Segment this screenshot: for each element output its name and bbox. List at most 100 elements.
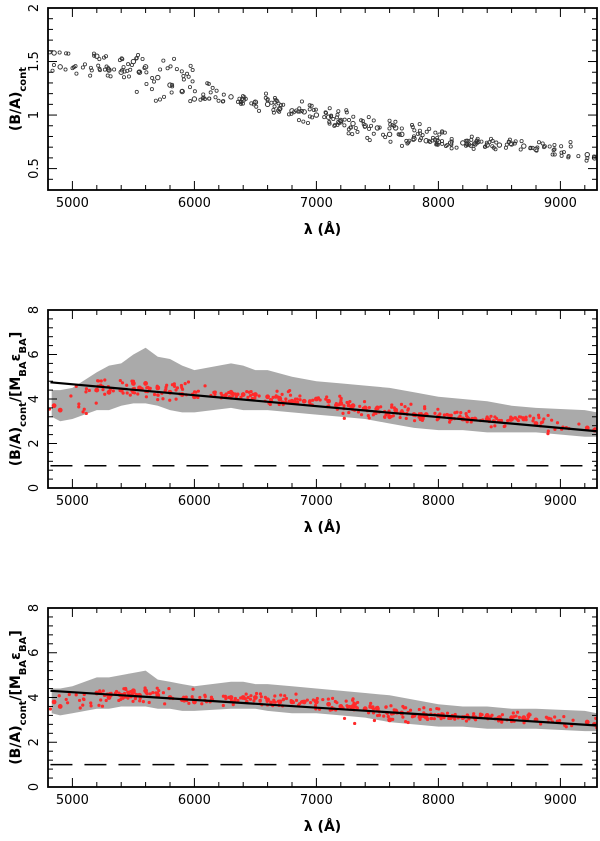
data-point-texture [356, 700, 360, 705]
data-point-texture [101, 388, 105, 392]
data-point-texture [246, 395, 250, 399]
data-point-texture [187, 85, 192, 90]
data-point-texture [396, 132, 401, 137]
data-point-texture [236, 698, 240, 703]
data-point [143, 688, 149, 694]
data-point-texture [185, 71, 190, 76]
x-tick-label: 9000 [544, 196, 577, 211]
data-point-texture [433, 130, 438, 135]
data-point-texture [161, 397, 165, 401]
data-point [374, 125, 381, 131]
data-point-texture [418, 131, 423, 136]
data-point-texture [281, 102, 286, 107]
data-point-texture [259, 695, 263, 699]
data-point [338, 401, 344, 406]
data-point-texture [57, 694, 61, 698]
data-point [350, 120, 356, 127]
data-point-texture [440, 130, 445, 135]
data-point-texture [313, 703, 318, 708]
data-point-texture [192, 390, 197, 394]
data-point-texture [180, 387, 185, 391]
data-point-texture [503, 145, 508, 150]
data-point-texture [84, 411, 88, 416]
x-tick-label: 6000 [178, 494, 211, 509]
data-point-texture [203, 384, 207, 388]
data-point-texture [200, 96, 205, 101]
data-point-texture [272, 104, 277, 109]
data-point [57, 64, 63, 70]
data-point-texture [78, 706, 82, 710]
data-point-texture [390, 403, 394, 407]
data-point-texture [104, 698, 108, 703]
data-point-texture [121, 696, 125, 700]
data-point-texture [369, 701, 373, 705]
data-point-texture [179, 69, 184, 74]
data-point-texture [158, 67, 163, 72]
data-point-texture [165, 66, 170, 71]
data-point-texture [258, 699, 262, 703]
x-tick-label: 8000 [422, 793, 455, 808]
data-point-texture [88, 73, 93, 78]
data-point-texture [291, 700, 296, 705]
data-point-texture [210, 85, 215, 90]
data-point-texture [134, 89, 139, 94]
data-point-texture [349, 405, 353, 409]
data-point-texture [367, 416, 371, 420]
y-title-sub: cont [18, 67, 29, 92]
data-point-texture [186, 380, 191, 384]
data-point-texture [100, 704, 105, 708]
data-point-texture [386, 714, 390, 719]
data-point-texture [519, 139, 524, 144]
data-point-texture [323, 110, 328, 115]
data-point-texture [10, 703, 13, 706]
data-point-texture [126, 691, 131, 696]
data-point-texture [208, 90, 213, 95]
data-point-texture [429, 716, 433, 721]
data-point-texture [371, 131, 376, 136]
data-point-texture [81, 410, 85, 414]
data-point-texture [336, 109, 341, 114]
y-tick-label: 0 [27, 484, 42, 492]
data-point-texture [526, 717, 530, 721]
data-point-texture [449, 413, 453, 417]
data-point-texture [427, 126, 432, 131]
data-point [106, 389, 112, 395]
data-point-texture [206, 81, 211, 86]
data-point-texture [544, 715, 548, 719]
data-point-texture [287, 399, 291, 403]
data-point-texture [358, 404, 362, 408]
data-point-texture [248, 393, 253, 398]
data-point-texture [234, 394, 238, 399]
data-point-texture [298, 702, 302, 706]
data-point-texture [21, 55, 24, 58]
data-point-texture [103, 54, 108, 59]
data-point-texture [151, 79, 156, 84]
data-point-texture [271, 110, 276, 115]
data-point-texture [493, 415, 497, 419]
data-point-texture [221, 92, 226, 97]
data-point-texture [246, 695, 250, 700]
data-point-texture [346, 131, 351, 136]
data-point-texture [74, 71, 79, 76]
data-point-texture [500, 713, 505, 717]
data-point-texture [170, 82, 175, 87]
data-point [386, 131, 393, 138]
data-point-texture [342, 416, 346, 420]
data-point-texture [276, 108, 281, 113]
chart-panel-2: 5000 6000 7000 8000 9000 λ (Å) 0 2 4 6 8 (B/A)cont/… [8, 306, 598, 536]
data-point-texture [251, 392, 255, 397]
data-point-texture [576, 154, 581, 159]
data-point-texture [534, 148, 539, 153]
data-point-texture [156, 398, 160, 402]
data-point-texture [346, 705, 350, 709]
data-point-texture [286, 112, 291, 117]
data-point-texture [531, 419, 535, 423]
data-point-texture [406, 720, 410, 725]
data-point-texture [489, 414, 493, 418]
data-point-texture [490, 713, 494, 717]
data-point-texture [344, 108, 349, 113]
data-point-texture [550, 418, 554, 422]
data-point-texture [263, 91, 268, 96]
data-point-texture [122, 69, 127, 74]
data-point-texture [125, 68, 130, 73]
